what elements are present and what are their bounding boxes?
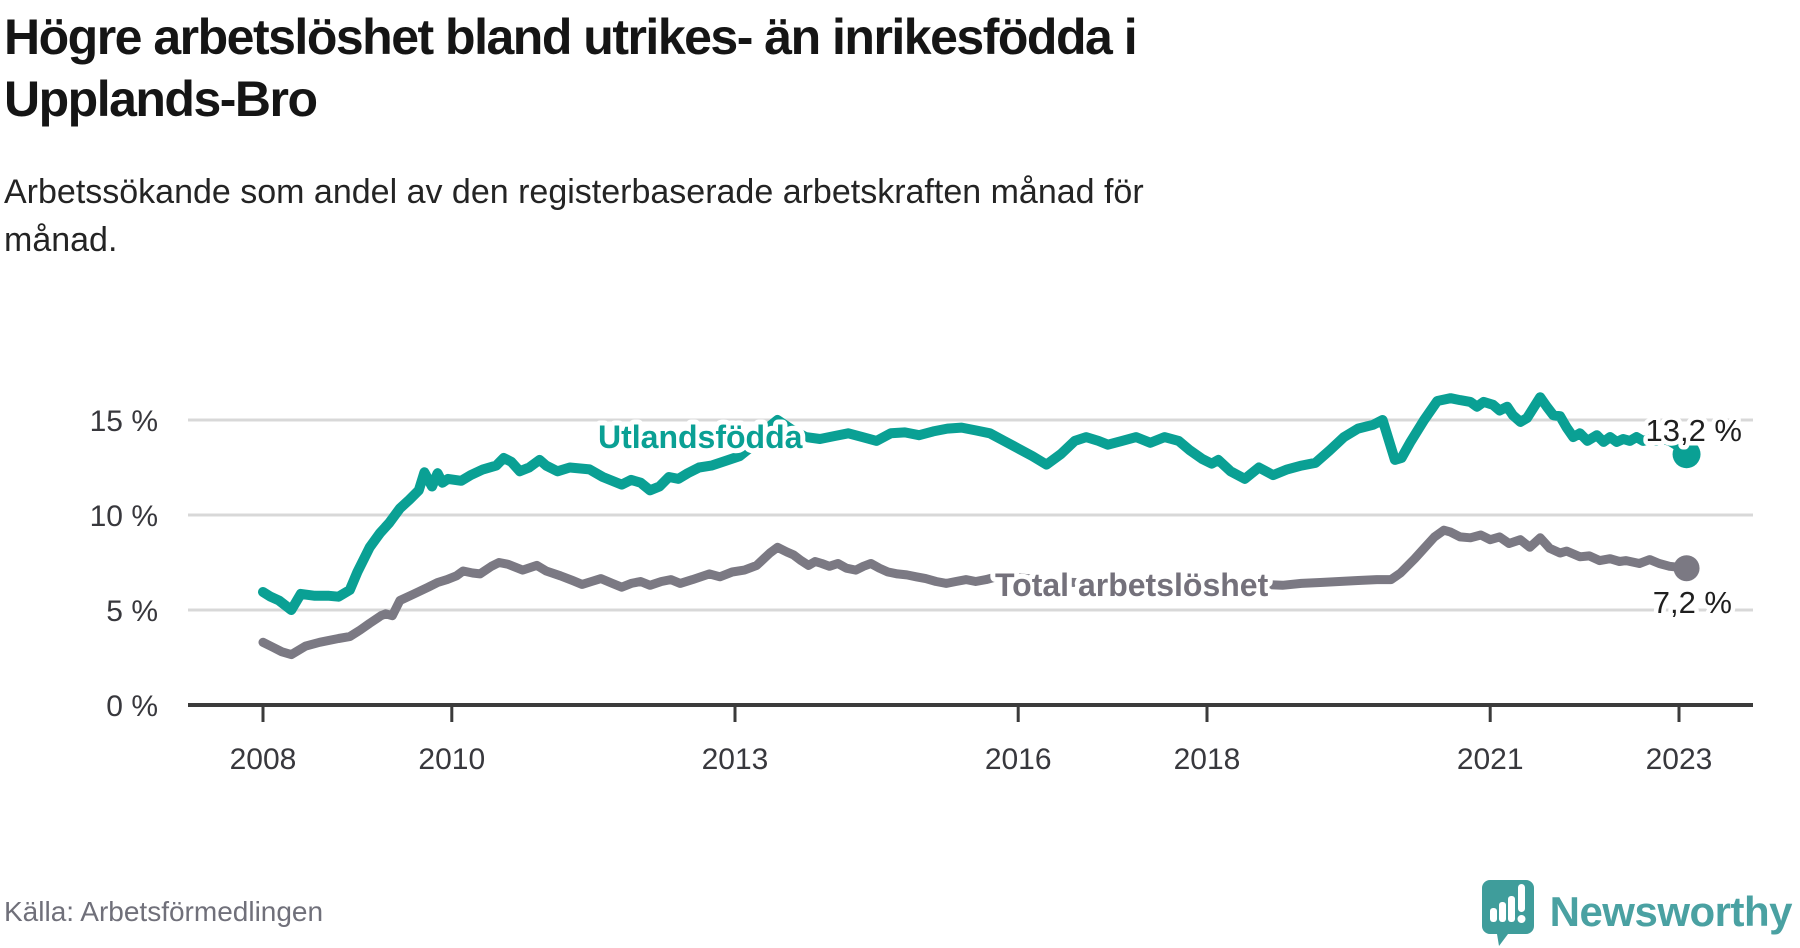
end-value-label-total: 7,2 % xyxy=(1653,585,1732,620)
gridlines xyxy=(188,418,1753,612)
chart-subtitle-line2: månad. xyxy=(4,221,118,259)
end-value-label-utlandsfodda: 13,2 % xyxy=(1645,413,1742,448)
newsworthy-speech-bubble-icon xyxy=(1481,880,1534,946)
x-tick-label: 2010 xyxy=(418,743,485,776)
series-lines xyxy=(258,392,1692,660)
exclamation-bar xyxy=(1517,884,1525,912)
source-note: Källa: Arbetsförmedlingen xyxy=(4,896,324,927)
y-tick-label: 5 % xyxy=(106,595,158,628)
series-label-utlandsfodda: Utlandsfödda xyxy=(598,419,803,455)
x-tick-label: 2021 xyxy=(1457,743,1524,776)
series-line-utlandsfodda xyxy=(258,392,1692,615)
exclamation-dot xyxy=(1517,915,1526,923)
x-tick-label: 2013 xyxy=(702,743,769,776)
page-title-line2: Upplands-Bro xyxy=(4,71,318,127)
page-title: Högre arbetslöshet bland utrikes- än inr… xyxy=(4,6,1564,130)
end-dot-total xyxy=(1673,555,1700,582)
x-tick-label: 2018 xyxy=(1174,743,1241,776)
x-axis xyxy=(188,703,1753,722)
bar-2 xyxy=(1498,902,1506,922)
chart-subtitle-line1: Arbetssökande som andel av den registerb… xyxy=(4,173,1144,211)
y-axis-labels: 0 % 5 % 10 % 15 % xyxy=(90,405,158,723)
newsworthy-logo-text: Newsworthy xyxy=(1549,888,1793,935)
bar-1 xyxy=(1489,908,1497,922)
x-tick-label: 2008 xyxy=(230,743,297,776)
bar-3 xyxy=(1507,896,1515,922)
newsworthy-logo: Newsworthy xyxy=(1480,876,1793,948)
series-label-total-arbetsloshet: Total arbetslöshet xyxy=(995,567,1269,603)
end-dot-utlandsfodda xyxy=(1672,440,1701,469)
y-tick-label: 0 % xyxy=(106,690,158,723)
chart-subtitle: Arbetssökande som andel av den registerb… xyxy=(4,168,1504,264)
x-tick-label: 2023 xyxy=(1646,743,1713,776)
x-tick-label: 2016 xyxy=(985,743,1052,776)
x-axis-labels: 2008 2010 2013 2016 2018 2021 2023 xyxy=(230,743,1713,776)
series-end-dots xyxy=(1672,440,1701,582)
series-line-total xyxy=(258,525,1692,660)
page-title-line1: Högre arbetslöshet bland utrikes- än inr… xyxy=(4,9,1138,65)
y-tick-label: 15 % xyxy=(90,405,158,438)
y-tick-label: 10 % xyxy=(90,500,158,533)
